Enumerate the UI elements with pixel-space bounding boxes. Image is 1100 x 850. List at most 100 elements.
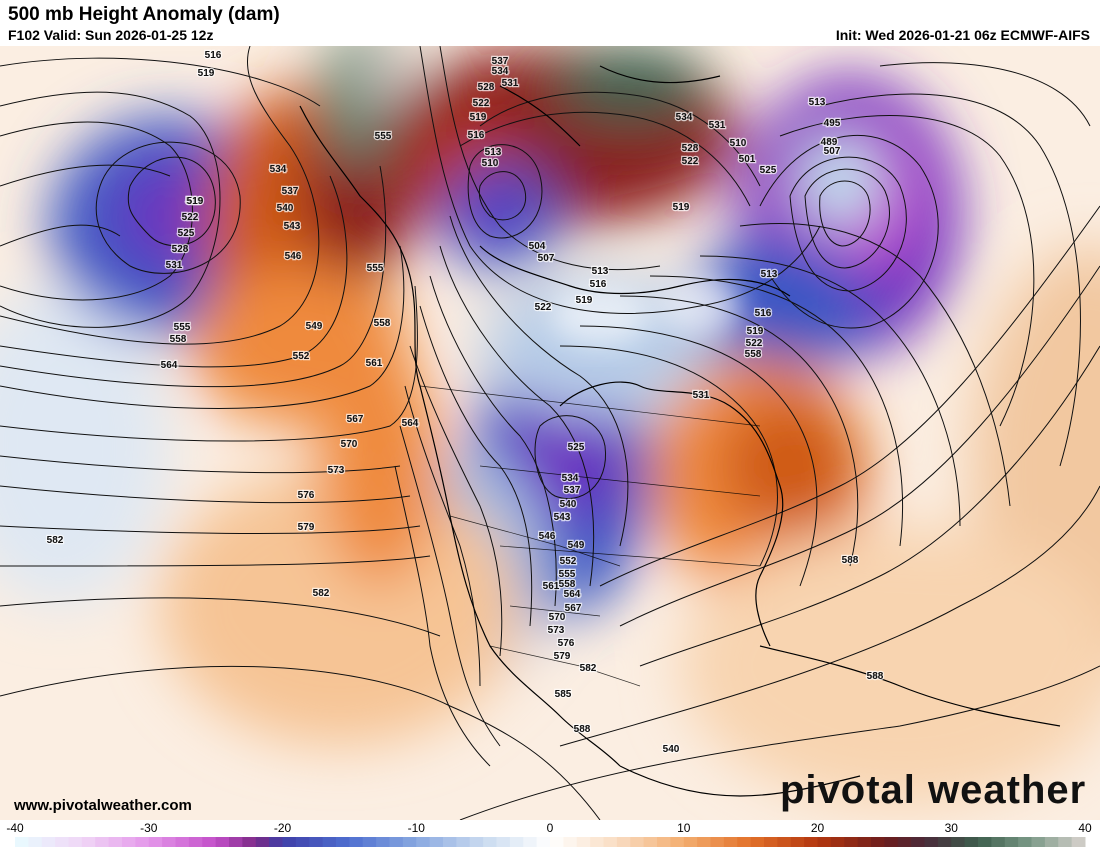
contour-label-halo: 519 (673, 202, 690, 213)
contour-label: 519 (576, 295, 593, 306)
contour-label-halo: 507 (538, 253, 555, 264)
colorbar-swatch (550, 837, 564, 847)
contour-label: 534 (492, 66, 509, 77)
contour-label-halo: 573 (548, 625, 565, 636)
contour-label: 504 (529, 241, 546, 252)
colorbar-swatch (349, 837, 364, 847)
colorbar-swatch (255, 837, 270, 847)
contour-label: 531 (693, 390, 710, 401)
contour-label-halo: 528 (682, 143, 699, 154)
colorbar-swatch (135, 837, 150, 847)
contour-label-halo: 564 (564, 589, 581, 600)
contour-label: 582 (47, 535, 64, 546)
contour-label: 519 (470, 112, 487, 123)
contour-label: 549 (306, 321, 323, 332)
colorbar-tick-label: 40 (1078, 821, 1092, 835)
colorbar-swatch (991, 837, 1006, 847)
colorbar-swatch (924, 837, 939, 847)
colorbar-swatch (509, 837, 524, 847)
contour-label: 525 (568, 442, 585, 453)
contour-label: 522 (535, 302, 552, 313)
contour-label: 564 (161, 360, 178, 371)
colorbar-tick-label: -40 (6, 821, 24, 835)
colorbar-tick-label: 30 (945, 821, 959, 835)
contour-label-halo: 582 (580, 663, 597, 674)
contour-label-halo: 519 (198, 68, 215, 79)
contour-label-halo: 546 (539, 531, 556, 542)
colorbar-swatch (697, 837, 711, 847)
contour-label-halo: 537 (492, 56, 509, 67)
contour-label-halo: 558 (374, 318, 391, 329)
contour-label: 579 (298, 522, 315, 533)
contour-label-halo: 519 (186, 196, 203, 207)
contour-label: 510 (482, 158, 499, 169)
contour-label-halo: 582 (313, 588, 330, 599)
height-contours (0, 46, 1100, 820)
contour-label: 489 (821, 137, 838, 148)
contour-label: 525 (178, 228, 195, 239)
contour-label-halo: 573 (328, 465, 345, 476)
contour-label-halo: 555 (559, 569, 576, 580)
contour-label-halo: 558 (745, 349, 762, 360)
contour-label: 516 (755, 308, 772, 319)
anomaly-map[interactable]: 516 516 519 519 519 519 534 534 537 537 540 540 543 5… (0, 46, 1100, 820)
contour-label-halo: 555 (174, 322, 191, 333)
contour-label: 576 (558, 638, 575, 649)
contour-label-halo: 540 (663, 744, 680, 755)
contour-label: 522 (682, 156, 699, 167)
colorbar-swatch (162, 837, 176, 847)
contour-label-halo: 516 (590, 279, 607, 290)
colorbar-swatch (269, 837, 283, 847)
contour-label-halo: 522 (746, 338, 763, 349)
contour-label-halo: 513 (592, 266, 609, 277)
contour-label-halo: 510 (730, 138, 747, 149)
contour-label: 516 (468, 130, 485, 141)
website-label[interactable]: www.pivotalweather.com (14, 797, 192, 814)
contour-label: 552 (293, 351, 310, 362)
contour-label-halo: 549 (306, 321, 323, 332)
contour-label: 564 (402, 418, 419, 429)
contour-label: 507 (538, 253, 555, 264)
contour-label: 507 (824, 146, 841, 157)
colorbar-swatch (871, 837, 885, 847)
colorbar-swatch (229, 837, 243, 847)
init-time: Init: Wed 2026-01-21 06z ECMWF-AIFS (835, 27, 1090, 43)
colorbar-swatch (1004, 837, 1019, 847)
contour-label: 537 (564, 485, 581, 496)
contour-label-halo: 546 (285, 251, 302, 262)
contour-label-halo: 564 (402, 418, 419, 429)
anomaly-field (0, 46, 1100, 806)
contour-label-halo: 516 (468, 130, 485, 141)
contour-label-halo: 555 (375, 131, 392, 142)
contour-label: 537 (492, 56, 509, 67)
contour-label-halo: 531 (693, 390, 710, 401)
contour-label: 519 (673, 202, 690, 213)
contour-label-halo: 540 (560, 499, 577, 510)
colorbar-swatch (108, 837, 123, 847)
contour-label-halo: 582 (47, 535, 64, 546)
colorbar-swatch (857, 837, 872, 847)
contour-label-halo: 564 (161, 360, 178, 371)
contour-label: 522 (473, 98, 490, 109)
contour-label-halo: 534 (492, 66, 509, 77)
contour-label: 555 (367, 263, 384, 274)
contour-label: 585 (555, 689, 572, 700)
contour-label-halo: 576 (298, 490, 315, 501)
contour-label-halo: 537 (564, 485, 581, 496)
contour-label: 501 (739, 154, 756, 165)
contour-label-halo: 495 (824, 118, 841, 129)
contour-label: 534 (676, 112, 693, 123)
colorbar-swatch (764, 837, 778, 847)
colorbar-swatch (215, 837, 230, 847)
contour-label-halo: 516 (755, 308, 772, 319)
map-canvas: 5165165195195195195345345375375405405435… (0, 46, 1100, 820)
contour-label-halo: 570 (341, 439, 358, 450)
contour-label-halo: 528 (172, 244, 189, 255)
contour-label-halo: 525 (760, 165, 777, 176)
colorbar-swatch (750, 837, 765, 847)
contour-label: 588 (842, 555, 859, 566)
colorbar-swatch (15, 837, 29, 847)
colorbar-swatch (817, 837, 832, 847)
contour-label: 522 (746, 338, 763, 349)
colorbar-swatch (362, 837, 377, 847)
